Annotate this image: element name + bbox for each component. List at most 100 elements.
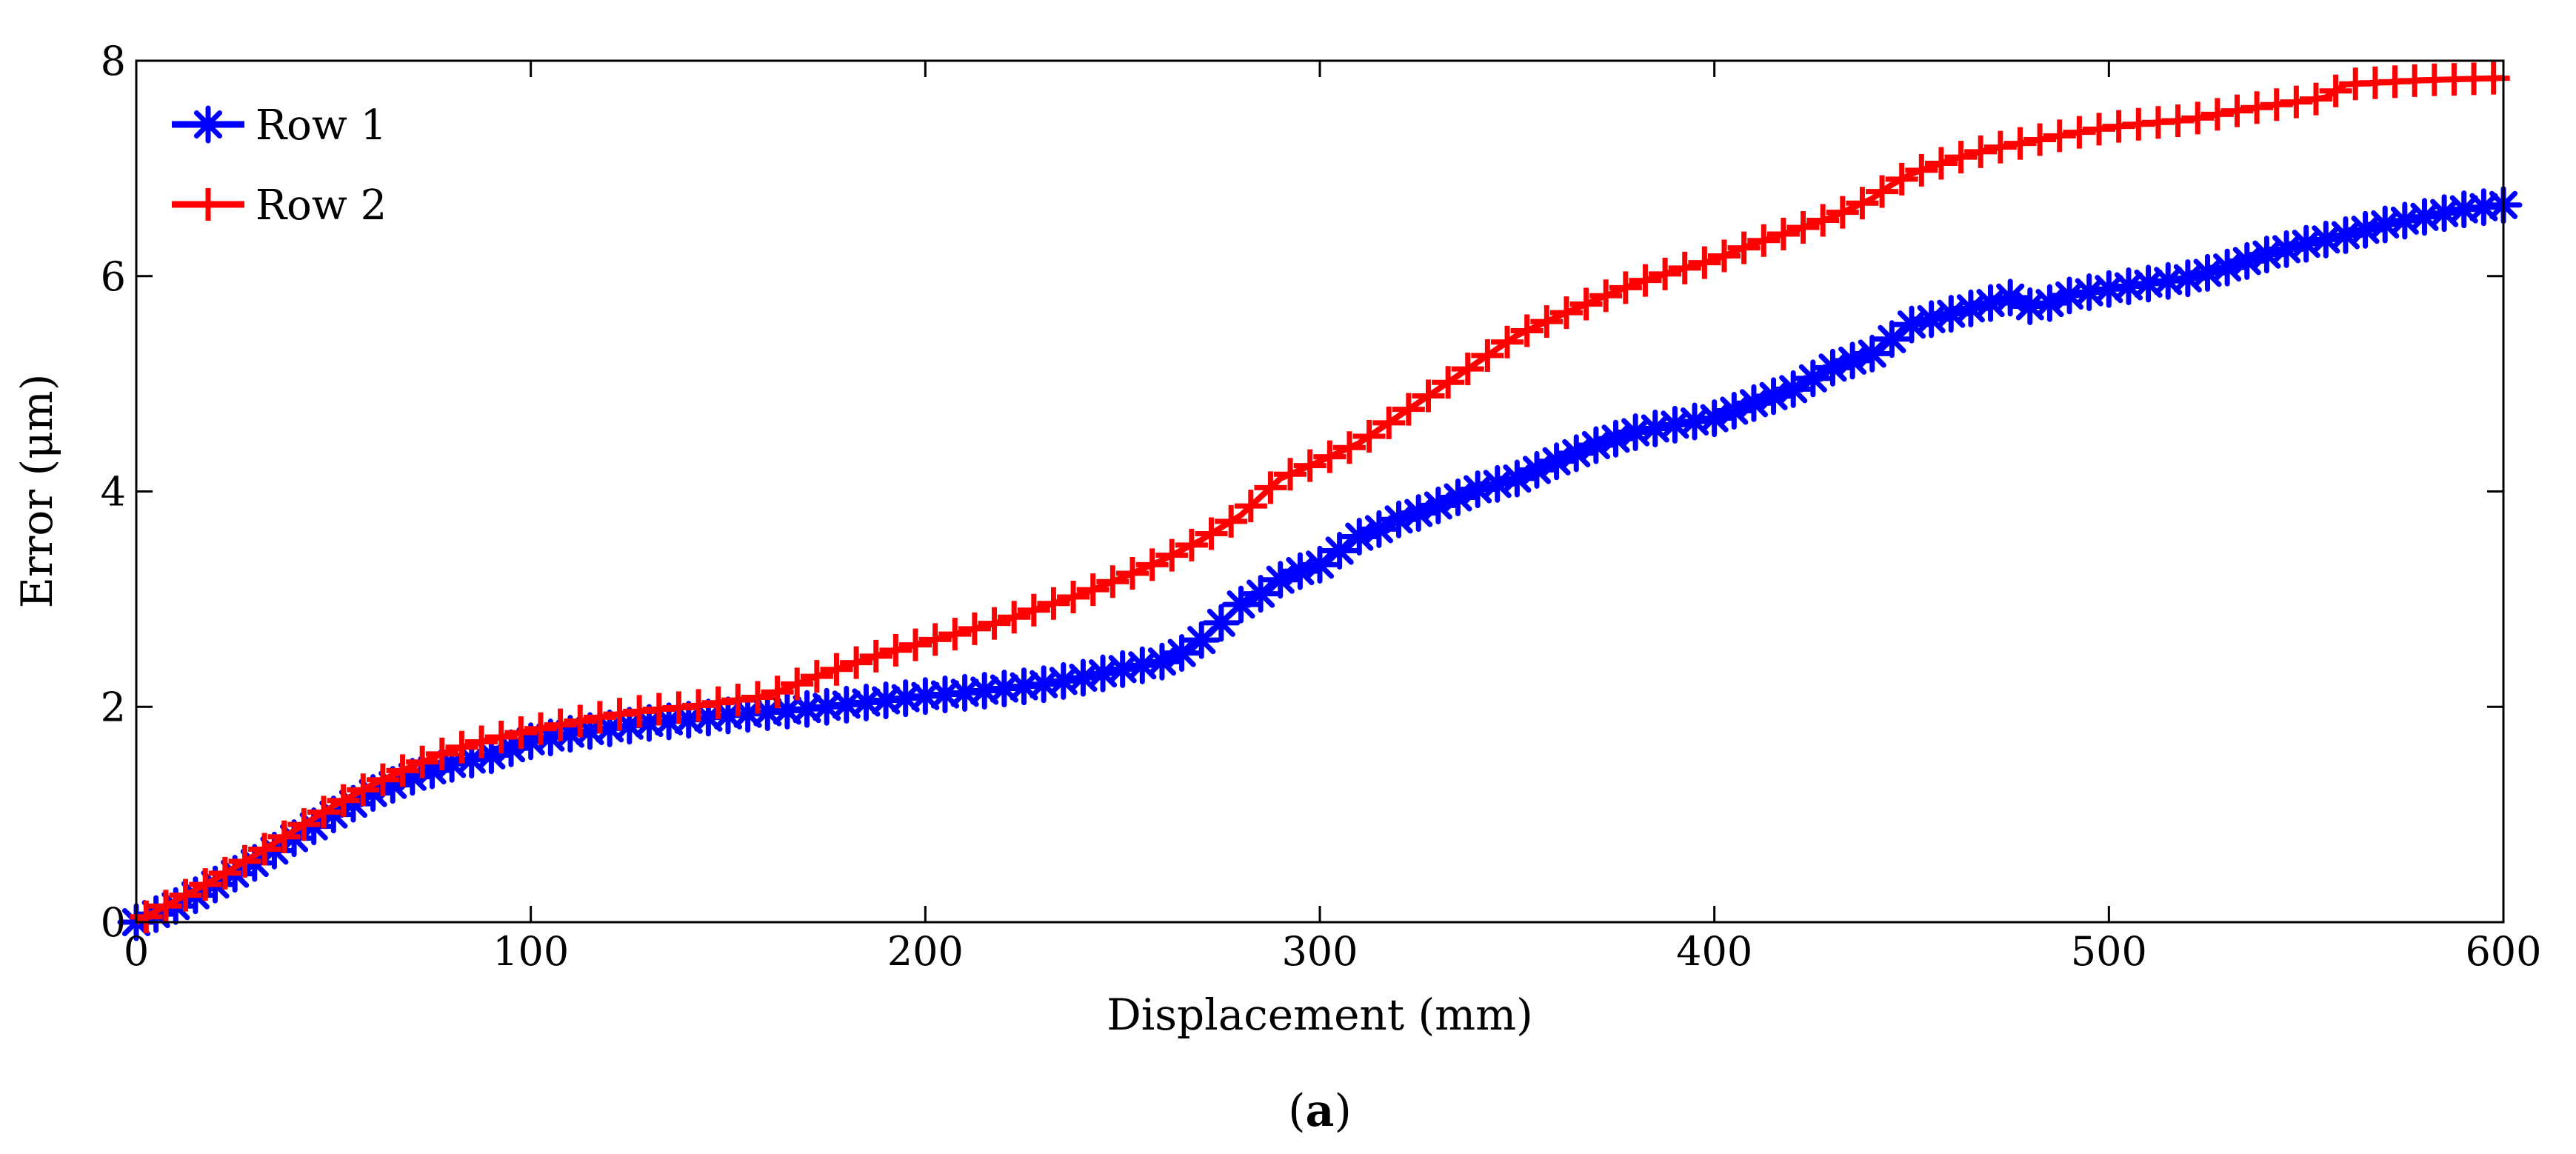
y-tick-label: 8 <box>101 38 126 84</box>
data-point <box>2083 113 2116 146</box>
data-point <box>1866 175 1899 208</box>
x-tick-label: 500 <box>2071 928 2147 975</box>
data-point <box>1924 147 1958 180</box>
data-point <box>1135 548 1169 581</box>
data-point <box>248 833 281 866</box>
data-point <box>820 653 853 686</box>
data-point <box>1964 135 1998 168</box>
data-point <box>761 676 794 709</box>
data-point <box>1332 431 1366 464</box>
data-point <box>800 660 833 693</box>
data-point <box>2386 201 2424 240</box>
y-tick-label: 6 <box>101 253 126 300</box>
data-point <box>504 716 538 750</box>
data-point <box>1846 187 1879 220</box>
data-point <box>1629 264 1662 297</box>
legend-label-row-2: Row 2 <box>256 181 387 230</box>
data-point <box>1471 338 1504 372</box>
y-tick-label: 2 <box>101 684 126 730</box>
series-layer <box>117 61 2523 941</box>
y-tick-label: 4 <box>101 469 126 516</box>
data-point <box>2260 88 2293 121</box>
data-point <box>524 712 557 745</box>
plot-area <box>136 61 2503 922</box>
data-point <box>938 618 972 651</box>
data-point <box>1057 580 1090 613</box>
data-point <box>1983 130 2017 164</box>
data-point <box>1826 196 1859 229</box>
data-point <box>1115 556 1149 590</box>
data-point <box>2161 104 2195 138</box>
data-point <box>2280 85 2313 119</box>
data-point <box>1017 593 1050 627</box>
data-point <box>2220 94 2254 127</box>
data-point <box>721 684 755 717</box>
data-point <box>1727 231 1761 264</box>
data-point <box>603 698 636 731</box>
legend-label-row-1: Row 1 <box>256 101 387 150</box>
data-point <box>1609 271 1642 304</box>
data-point <box>2200 98 2234 131</box>
y-tick-label: 0 <box>101 899 126 946</box>
data-point <box>1853 334 1892 373</box>
data-point <box>1313 440 1347 473</box>
data-point <box>998 601 1031 634</box>
data-point <box>2319 74 2352 107</box>
data-point <box>1175 528 1208 561</box>
data-point <box>1392 393 1425 426</box>
data-point <box>1786 210 1820 244</box>
data-point <box>1774 370 1812 408</box>
data-point <box>149 890 182 923</box>
data-point <box>1215 504 1248 538</box>
legend-marker-row-1 <box>189 105 227 144</box>
data-point <box>1182 621 1221 659</box>
data-point <box>327 784 360 817</box>
data-point <box>1202 604 1241 642</box>
caption-open: ( <box>1288 1085 1305 1137</box>
x-tick-label: 0 <box>124 928 149 975</box>
data-point <box>682 689 715 722</box>
data-point <box>1491 325 1524 358</box>
data-point <box>1163 634 1201 673</box>
data-point <box>583 701 616 734</box>
series-1 <box>117 186 2523 941</box>
data-point <box>1155 538 1189 572</box>
data-point <box>366 763 399 796</box>
data-point <box>1569 287 1603 321</box>
data-point <box>1649 257 1682 290</box>
legend-marker-glyph <box>189 105 227 144</box>
data-point <box>445 730 478 764</box>
data-point <box>1037 587 1070 620</box>
data-point <box>1432 366 1465 399</box>
series-2 <box>130 61 2510 933</box>
tick-layer: 0 100 200 300 400 500 600 0 2 4 6 8 <box>101 38 2542 975</box>
data-point <box>1372 406 1406 439</box>
data-point <box>840 646 873 679</box>
data-point <box>859 639 892 673</box>
data-point <box>1766 218 1800 251</box>
data-point <box>347 773 380 807</box>
y-axis-title: Error (μm) <box>12 374 62 609</box>
data-point <box>2299 82 2332 116</box>
data-point <box>564 704 597 738</box>
data-point <box>1451 353 1484 386</box>
data-point <box>1707 239 1741 273</box>
data-point <box>879 633 912 667</box>
data-point <box>1293 449 1327 482</box>
data-point <box>1274 458 1307 491</box>
data-point <box>958 612 991 645</box>
x-tick-label: 600 <box>2465 928 2541 975</box>
data-point <box>465 725 498 758</box>
data-point <box>741 681 774 714</box>
data-point <box>1412 379 1445 413</box>
data-point <box>484 720 518 753</box>
data-point <box>2003 127 2037 160</box>
data-point <box>1195 517 1228 550</box>
legend-marker-row-2 <box>192 188 224 221</box>
data-point <box>1872 320 1911 358</box>
figure-caption: (a) <box>1288 1085 1352 1137</box>
data-point <box>1321 531 1359 570</box>
data-point <box>2181 101 2215 135</box>
data-point <box>1530 305 1564 338</box>
